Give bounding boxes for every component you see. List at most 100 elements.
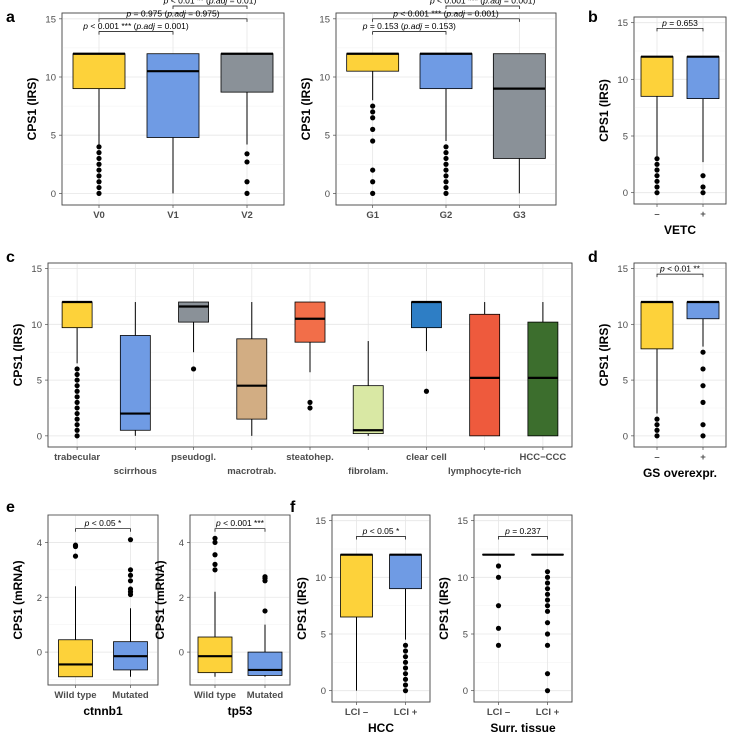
outlier-point bbox=[74, 433, 80, 439]
outlier-point bbox=[402, 688, 409, 694]
y-tick-label: 0 bbox=[51, 189, 56, 200]
p-value-label: p = 0.153 (p.adj = 0.153) bbox=[362, 21, 456, 31]
y-tick-label: 10 bbox=[617, 320, 628, 331]
bracket-line bbox=[372, 18, 520, 22]
outlier-point bbox=[700, 366, 706, 372]
box-b-1 bbox=[686, 55, 720, 196]
p-value-label: p < 0.05 * bbox=[362, 526, 400, 536]
outlier-point bbox=[96, 173, 102, 179]
box-a2-0 bbox=[346, 52, 400, 196]
outlier-point bbox=[700, 173, 706, 179]
x-tick-label: steatohep. bbox=[286, 452, 334, 463]
outlier-point bbox=[370, 103, 376, 109]
bracket-line bbox=[172, 5, 248, 10]
box-body bbox=[352, 385, 384, 435]
box-body bbox=[146, 53, 200, 138]
outlier-point bbox=[72, 542, 79, 548]
y-axis-title: CPS1 (IRS) bbox=[299, 78, 313, 141]
y-tick-label: 10 bbox=[45, 73, 56, 84]
outlier-point bbox=[443, 179, 449, 185]
box-body bbox=[419, 53, 473, 90]
outlier-point bbox=[370, 109, 376, 115]
y-tick-label: 5 bbox=[325, 131, 330, 142]
outlier-point bbox=[370, 115, 376, 121]
p-value-label: p < 0.001 *** (p.adj = 0.001) bbox=[392, 8, 499, 18]
x-tick-label: fibrolam. bbox=[348, 466, 388, 477]
outlier-point bbox=[544, 671, 551, 677]
outlier-point bbox=[307, 399, 313, 405]
y-tick-label: 5 bbox=[321, 630, 326, 641]
x-tick-label: + bbox=[700, 452, 706, 463]
outlier-point bbox=[443, 167, 449, 173]
y-tick-label: 5 bbox=[37, 376, 42, 387]
outlier-point bbox=[370, 138, 376, 144]
outlier-point bbox=[700, 422, 706, 428]
chart-e2: 0 2 4 Wild type Mutated CPS1 (mRNA) tp53 p < 0.… bbox=[153, 514, 291, 718]
x-tick-label: + bbox=[700, 209, 706, 220]
box-body bbox=[119, 335, 151, 431]
outlier-point bbox=[443, 173, 449, 179]
y-axis-title: CPS1 (IRS) bbox=[295, 577, 309, 640]
outlier-point bbox=[74, 427, 80, 433]
significance-annotation: p < 0.001 *** bbox=[214, 518, 266, 532]
outlier-point bbox=[402, 665, 409, 671]
outlier-point bbox=[370, 167, 376, 173]
y-tick-label: 15 bbox=[617, 264, 628, 275]
x-tick-label: – bbox=[654, 452, 659, 463]
x-tick-label: Mutated bbox=[247, 690, 284, 701]
outlier-point bbox=[654, 184, 660, 190]
y-tick-label: 5 bbox=[463, 630, 468, 641]
outlier-point bbox=[443, 184, 449, 191]
outlier-point bbox=[402, 642, 409, 648]
box-body bbox=[236, 338, 268, 420]
significance-annotation: p < 0.001 *** (p.adj = 0.001) bbox=[372, 8, 520, 22]
x-tick-label: – bbox=[654, 209, 659, 220]
chart-a2: 0 5 10 15 G1 G2 G3 CPS1 (IRS) p = 0.153 (p.adj =… bbox=[299, 0, 557, 221]
outlier-point bbox=[244, 179, 250, 185]
outlier-point bbox=[544, 620, 551, 626]
outlier-point bbox=[370, 190, 376, 196]
x-tick-label: Wild type bbox=[194, 690, 236, 701]
outlier-point bbox=[654, 427, 660, 433]
p-value-label: p < 0.05 * bbox=[84, 518, 122, 528]
x-axis-title: HCC bbox=[368, 721, 394, 734]
y-tick-label: 0 bbox=[325, 189, 330, 200]
box-e2-0 bbox=[197, 535, 233, 677]
box-body bbox=[469, 313, 501, 437]
y-tick-label: 10 bbox=[457, 573, 468, 584]
box-body bbox=[411, 301, 442, 329]
chart-b: 0 5 10 15 – + CPS1 (IRS) VETC p = 0.653 bbox=[597, 16, 727, 237]
bracket-line bbox=[75, 528, 131, 532]
x-tick-label: G1 bbox=[366, 210, 379, 221]
box-c-4 bbox=[294, 301, 326, 411]
box-d-0 bbox=[640, 300, 674, 439]
outlier-point bbox=[654, 190, 660, 196]
outlier-point bbox=[402, 676, 409, 682]
y-tick-label: 0 bbox=[179, 648, 184, 659]
chart-d: 0 5 10 15 – + CPS1 (IRS) GS overexpr. p < 0.01 *… bbox=[597, 262, 727, 480]
bracket-line bbox=[656, 27, 704, 32]
significance-annotation: p < 0.05 * bbox=[75, 518, 131, 532]
outlier-point bbox=[74, 371, 80, 378]
x-axis-title: Surr. tissue bbox=[490, 721, 556, 734]
box-body bbox=[640, 56, 674, 97]
box-a2-1 bbox=[419, 52, 473, 196]
outlier-point bbox=[74, 377, 80, 383]
x-tick-label: Mutated bbox=[112, 690, 149, 701]
outlier-point bbox=[127, 537, 134, 543]
bracket-line bbox=[214, 528, 266, 532]
y-tick-label: 15 bbox=[617, 18, 628, 29]
x-tick-label: G3 bbox=[513, 210, 526, 221]
significance-annotation: p = 0.237 bbox=[498, 526, 548, 540]
outlier-point bbox=[654, 422, 660, 428]
y-axis-title: CPS1 (IRS) bbox=[437, 577, 451, 640]
p-value-label: p = 0.237 bbox=[504, 526, 541, 536]
y-axis-title: CPS1 (IRS) bbox=[25, 78, 39, 141]
box-f2-0 bbox=[482, 553, 515, 648]
box-body bbox=[686, 301, 720, 320]
plot-border bbox=[633, 262, 727, 448]
outlier-point bbox=[72, 553, 79, 559]
significance-annotation: p < 0.01 ** bbox=[656, 264, 704, 278]
x-tick-label: LCI – bbox=[345, 707, 368, 718]
box-body bbox=[72, 53, 126, 90]
